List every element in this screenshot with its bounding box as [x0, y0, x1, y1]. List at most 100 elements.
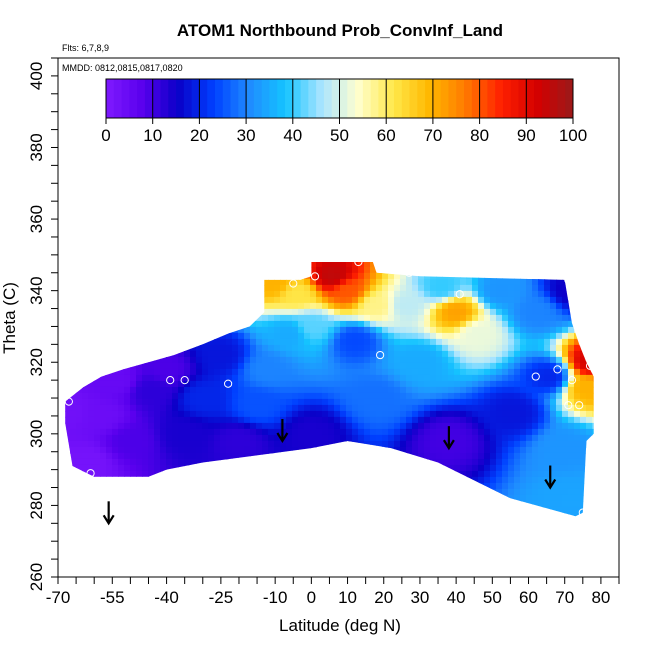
- field-cell: [142, 519, 149, 526]
- field-cell: [592, 332, 594, 340]
- field-cell: [490, 302, 497, 310]
- field-cell: [412, 398, 419, 406]
- field-cell: [526, 350, 533, 358]
- field-cell: [130, 458, 137, 466]
- field-cell: [364, 470, 371, 478]
- field-cell: [472, 434, 479, 442]
- field-cell: [118, 410, 125, 418]
- field-cell: [100, 296, 107, 304]
- field-cell: [388, 255, 395, 262]
- field-cell: [256, 368, 263, 376]
- field-cell: [484, 404, 491, 412]
- field-cell: [112, 290, 119, 298]
- field-cell: [496, 344, 503, 352]
- field-cell: [382, 440, 389, 448]
- field-cell: [202, 404, 209, 412]
- field-cell: [244, 500, 251, 508]
- field-cell: [142, 290, 149, 298]
- field-cell: [196, 416, 203, 424]
- field-cell: [586, 326, 593, 334]
- field-cell: [400, 476, 407, 484]
- field-cell: [376, 284, 383, 292]
- field-cell: [208, 500, 215, 508]
- field-cell: [112, 476, 119, 484]
- field-cell: [376, 314, 383, 322]
- field-cell: [454, 440, 461, 448]
- field-cell: [322, 494, 329, 502]
- field-cell: [484, 374, 491, 382]
- field-cell: [412, 464, 419, 472]
- field-cell: [328, 458, 335, 466]
- field-cell: [538, 284, 545, 292]
- field-cell: [502, 368, 509, 376]
- field-cell: [520, 500, 527, 508]
- field-cell: [376, 320, 383, 328]
- field-cell: [76, 440, 83, 448]
- field-cell: [430, 284, 437, 292]
- colorbar-segment: [565, 79, 574, 118]
- field-cell: [100, 476, 107, 484]
- x-tick-label: 20: [374, 588, 393, 607]
- field-cell: [250, 482, 257, 490]
- field-cell: [394, 506, 401, 514]
- field-cell: [58, 477, 65, 484]
- field-cell: [298, 302, 305, 310]
- field-cell: [454, 320, 461, 328]
- field-cell: [292, 266, 299, 274]
- field-cell: [424, 344, 431, 352]
- field-cell: [424, 506, 431, 514]
- field-cell: [358, 290, 365, 298]
- field-cell: [76, 422, 83, 430]
- colorbar: 0 10 20 30 40 50 60 70 80 90 100: [101, 78, 587, 145]
- field-cell: [544, 470, 551, 478]
- field-cell: [106, 380, 113, 388]
- field-cell: [232, 338, 239, 346]
- field-cell: [166, 284, 173, 292]
- field-cell: [358, 344, 365, 352]
- field-cell: [340, 500, 347, 508]
- field-cell: [370, 296, 377, 304]
- field-cell: [172, 392, 179, 400]
- field-cell: [406, 356, 413, 364]
- field-cell: [370, 308, 377, 316]
- field-cell: [550, 320, 557, 328]
- field-cell: [70, 314, 77, 322]
- field-cell: [136, 356, 143, 364]
- field-cell: [226, 446, 233, 454]
- field-cell: [88, 332, 95, 340]
- field-cell: [316, 446, 323, 454]
- field-cell: [340, 290, 347, 298]
- field-cell: [562, 368, 569, 376]
- field-cell: [310, 362, 317, 370]
- field-cell: [412, 350, 419, 358]
- field-cell: [484, 440, 491, 448]
- field-cell: [370, 452, 377, 460]
- field-cell: [382, 428, 389, 436]
- field-cell: [352, 380, 359, 388]
- field-cell: [244, 519, 251, 526]
- field-cell: [436, 284, 443, 292]
- field-cell: [286, 255, 293, 262]
- field-cell: [172, 506, 179, 514]
- field-cell: [340, 404, 347, 412]
- field-cell: [244, 404, 251, 412]
- field-cell: [388, 278, 395, 286]
- field-cell: [418, 410, 425, 418]
- field-cell: [430, 290, 437, 298]
- field-cell: [148, 494, 155, 502]
- field-cell: [586, 434, 593, 442]
- field-cell: [292, 440, 299, 448]
- field-cell: [250, 392, 257, 400]
- field-cell: [178, 446, 185, 454]
- field-cell: [568, 488, 575, 496]
- field-cell: [592, 284, 594, 292]
- field-cell: [292, 392, 299, 400]
- field-cell: [550, 380, 557, 388]
- field-cell: [538, 320, 545, 328]
- field-cell: [562, 452, 569, 460]
- field-cell: [280, 464, 287, 472]
- field-cell: [388, 284, 395, 292]
- field-cell: [532, 386, 539, 394]
- field-cell: [136, 482, 143, 490]
- field-cell: [298, 458, 305, 466]
